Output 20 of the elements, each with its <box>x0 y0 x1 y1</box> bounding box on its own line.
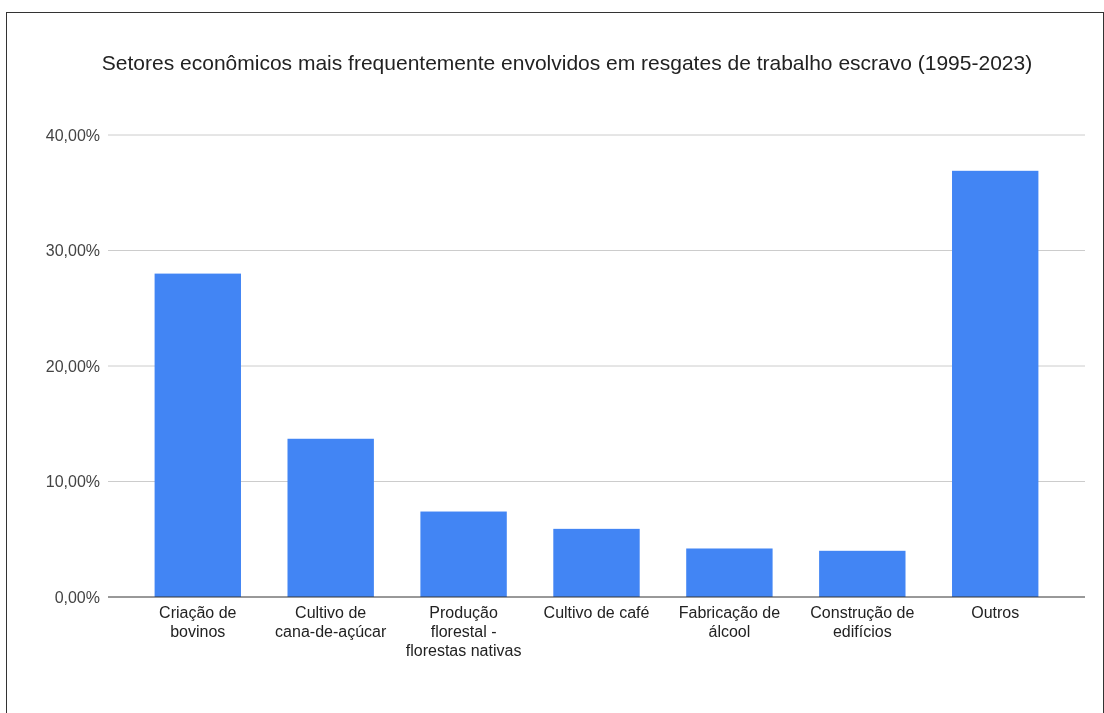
bar <box>287 438 374 597</box>
y-tick-label: 10,00% <box>45 473 100 491</box>
x-tick-label: Outros <box>971 604 1020 622</box>
x-tick-label: Criação de bovinos <box>159 604 237 641</box>
x-tick-label: Fabricação de álcool <box>678 604 781 641</box>
x-tick-label: Produção florestal - florestas nativas <box>405 604 522 660</box>
bar <box>553 528 640 597</box>
x-tick-label: Construção de edifícios <box>810 604 915 641</box>
x-tick-label: Cultivo de cana-de-açúcar <box>275 604 387 641</box>
y-tick-label: 40,00% <box>45 126 100 144</box>
y-tick-label: 20,00% <box>45 357 100 375</box>
bar <box>686 548 773 597</box>
bar <box>420 511 507 597</box>
bar <box>154 273 241 597</box>
y-tick-label: 30,00% <box>45 242 100 260</box>
bar <box>819 550 906 597</box>
bar <box>952 170 1039 597</box>
chart-title: Setores econômicos mais frequentemente envolvidos em resgates de trabalho escravo (1995-2023) <box>101 51 1033 74</box>
x-tick-label: Cultivo de café <box>543 604 650 622</box>
y-tick-label: 0,00% <box>54 588 100 606</box>
